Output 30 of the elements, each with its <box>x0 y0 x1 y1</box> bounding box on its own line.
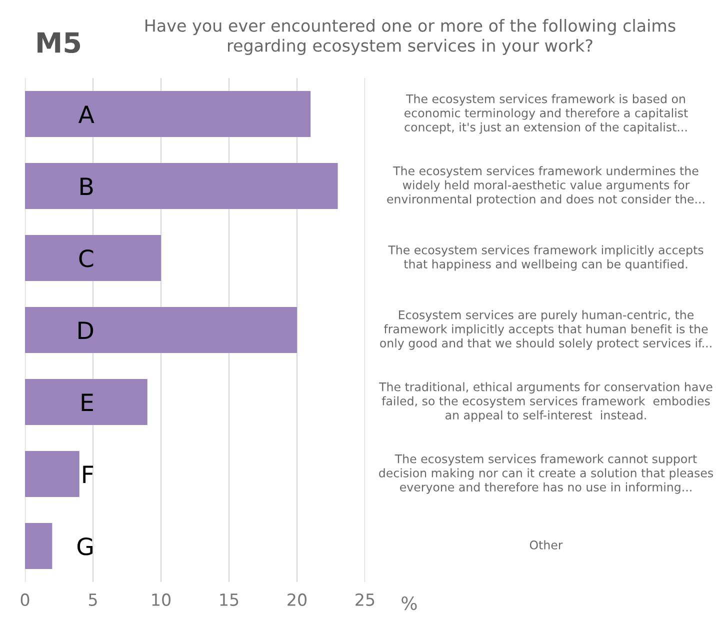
y-tick-label: C <box>79 249 94 268</box>
x-axis-title: % <box>402 596 417 610</box>
y-tick-label: E <box>82 394 93 411</box>
text: Ecosystem services are purely human-centric, the framework implicitly accepts that human benefit is the only good and that we should solely protect services if... <box>380 310 712 350</box>
bar <box>25 522 52 570</box>
text: The ecosystem services framework is based on economic terminology and therefore a capitalist concept, it's just an extension of the capitalist... <box>404 94 688 134</box>
text: The traditional, ethical arguments for conservation have failed, so the ecosystem services framework embodies an appeal to self-interest instead. <box>379 382 712 422</box>
chart-title: M5 <box>38 32 80 54</box>
x-tick-label: 15 <box>220 594 238 606</box>
x-tick-label: 0 <box>20 593 30 606</box>
x-tick-label: 5 <box>88 594 97 606</box>
x-tick-label: 25 <box>356 593 374 606</box>
text: The ecosystem services framework cannot support decision making nor can it create a solution that pleases everyone and therefore has no use in informing... <box>379 454 714 494</box>
text: Other <box>530 540 563 550</box>
bar <box>25 162 338 210</box>
y-tick-label: F <box>83 466 94 483</box>
bar <box>25 306 297 354</box>
y-tick-label: G <box>77 537 93 556</box>
y-tick-label: A <box>78 106 94 123</box>
bar <box>25 234 161 282</box>
text: The ecosystem services framework undermines the widely held moral-aesthetic value arguments for environmental protection and does not consider the... <box>387 166 704 206</box>
y-tick-label: D <box>78 322 94 339</box>
text: Have you ever encountered one or more of the following claims regarding ecosystem services in your work? <box>146 18 676 56</box>
y-tick-label: B <box>80 178 93 195</box>
text: The ecosystem services framework implicitly accepts that happiness and wellbeing can be quantified. <box>388 245 704 271</box>
bar <box>25 378 148 426</box>
x-tick-label: 10 <box>152 593 170 606</box>
bar <box>25 450 80 498</box>
bar <box>25 90 311 138</box>
x-tick-label: 20 <box>288 593 306 606</box>
